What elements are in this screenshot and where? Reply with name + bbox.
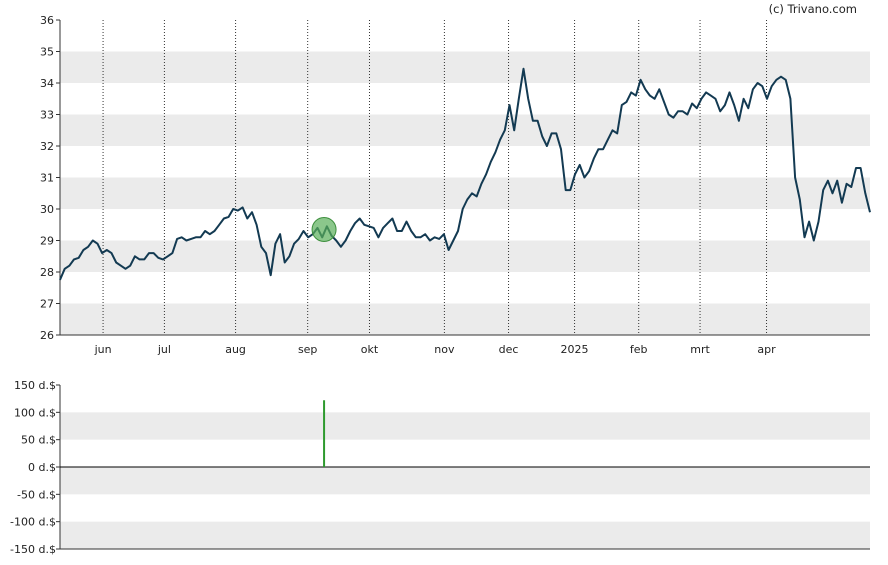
price-band xyxy=(60,240,870,272)
volume-y-tick-label: 100 d.$ xyxy=(14,406,56,419)
price-marker xyxy=(311,216,337,242)
x-tick-label: jun xyxy=(94,343,112,356)
volume-band xyxy=(60,412,870,440)
x-tick-label: okt xyxy=(361,343,379,356)
volume-chart-axes xyxy=(56,384,870,550)
y-tick-label: 30 xyxy=(40,203,54,216)
y-tick-label: 31 xyxy=(40,172,54,185)
volume-y-tick-label: 150 d.$ xyxy=(14,379,56,392)
y-tick-label: 26 xyxy=(40,329,54,342)
price-chart-bands xyxy=(60,51,870,335)
volume-band xyxy=(60,467,870,495)
price-band xyxy=(60,303,870,335)
volume-y-tick-label: -100 d.$ xyxy=(10,516,56,529)
x-tick-label: apr xyxy=(757,343,776,356)
y-tick-label: 36 xyxy=(40,14,54,27)
price-chart-axes xyxy=(56,19,870,336)
volume-band xyxy=(60,521,870,549)
x-tick-label: 2025 xyxy=(561,343,589,356)
x-tick-label: nov xyxy=(434,343,455,356)
volume-y-tick-label: 0 d.$ xyxy=(28,461,56,474)
volume-y-tick-label: -50 d.$ xyxy=(17,488,56,501)
x-tick-label: dec xyxy=(499,343,519,356)
credit-text: (c) Trivano.com xyxy=(769,2,857,16)
x-tick-label: jul xyxy=(157,343,171,356)
volume-chart-bands xyxy=(60,412,870,549)
y-tick-label: 27 xyxy=(40,298,54,311)
price-y-tick-labels: 26 27 28 29 30 31 32 33 34 35 36 xyxy=(40,14,54,342)
y-tick-label: 32 xyxy=(40,140,54,153)
y-tick-label: 33 xyxy=(40,109,54,122)
price-x-tick-labels: jun jul aug sep okt nov dec 2025 feb mrt apr xyxy=(94,343,777,356)
y-tick-label: 34 xyxy=(40,77,54,90)
x-tick-label: mrt xyxy=(690,343,710,356)
y-tick-label: 35 xyxy=(40,46,54,59)
x-tick-label: sep xyxy=(298,343,317,356)
x-tick-label: feb xyxy=(630,343,648,356)
x-tick-label: aug xyxy=(225,343,246,356)
y-tick-label: 28 xyxy=(40,266,54,279)
y-tick-label: 29 xyxy=(40,235,54,248)
event-marker xyxy=(311,216,337,242)
price-series xyxy=(59,67,871,281)
price-band xyxy=(60,114,870,146)
volume-y-tick-label: 50 d.$ xyxy=(21,434,56,447)
volume-y-tick-labels: -150 d.$ -100 d.$ -50 d.$ 0 d.$ 50 d.$ 100 d.… xyxy=(10,379,56,556)
volume-y-tick-label: -150 d.$ xyxy=(10,543,56,556)
price-line xyxy=(59,67,871,281)
price-band xyxy=(60,51,870,83)
